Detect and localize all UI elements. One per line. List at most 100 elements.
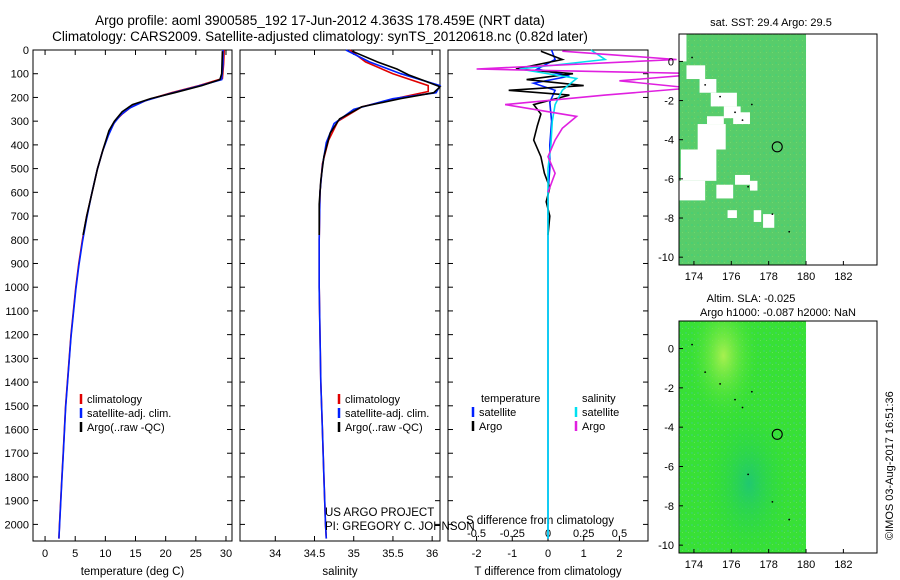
y-tick-label: 200 <box>11 92 29 104</box>
y-tick-label: 1600 <box>5 425 29 437</box>
x-tick-label: -1 <box>507 548 517 560</box>
legend-label: satellite-adj. clim. <box>345 408 429 420</box>
cloud-mask <box>727 210 737 219</box>
island <box>747 473 750 476</box>
island <box>734 111 736 114</box>
cloud-mask <box>680 149 717 181</box>
cloud-mask <box>733 112 750 125</box>
difference-series-3 <box>476 50 706 193</box>
legend-label: Argo(..raw -QC) <box>345 422 423 434</box>
y-tick-label: 0 <box>23 45 29 57</box>
cloud-mask <box>686 65 706 80</box>
y-tick-label: 1000 <box>5 282 29 294</box>
x-tick-label: 10 <box>99 548 111 560</box>
cloud-mask <box>763 214 775 228</box>
x-tick-label: 15 <box>129 548 141 560</box>
island <box>691 343 693 346</box>
temperature-series-2 <box>82 51 224 236</box>
map-y-tick-label: -4 <box>664 422 674 434</box>
map-x-tick-label: 178 <box>759 559 777 571</box>
legend-label: Argo <box>479 421 502 433</box>
s-tick-label: -0.25 <box>500 528 525 540</box>
y-tick-label: 400 <box>11 140 29 152</box>
s-difference-label: S difference from climatology <box>466 515 614 527</box>
map-x-tick-label: 180 <box>797 271 815 283</box>
map-x-tick-label: 182 <box>834 559 852 571</box>
y-tick-label: 100 <box>11 69 29 81</box>
y-tick-label: 600 <box>11 187 29 199</box>
figure-title-line2: Climatology: CARS2009. Satellite-adjuste… <box>52 29 588 44</box>
x-tick-label: 2 <box>616 548 622 560</box>
y-tick-label: 1300 <box>5 353 29 365</box>
x-tick-label: 0 <box>545 548 551 560</box>
map-frame <box>678 320 878 554</box>
s-tick-label: 0.5 <box>612 528 627 540</box>
salinity-x-label: salinity <box>322 566 357 578</box>
legend-label: Argo(..raw -QC) <box>87 422 165 434</box>
figure-title-line1: Argo profile: aoml 3900585_192 17-Jun-20… <box>95 13 545 28</box>
map-x-tick-label: 174 <box>685 559 703 571</box>
map-y-tick-label: -2 <box>664 383 674 395</box>
map-y-tick-label: -2 <box>664 96 674 108</box>
sla-map-title-2: Argo h1000: -0.087 h2000: NaN <box>700 307 856 319</box>
pi-annotation: PI: GREGORY C. JOHNSON <box>325 521 475 533</box>
x-tick-label: 36 <box>426 548 438 560</box>
y-tick-label: 1200 <box>5 330 29 342</box>
cloud-mask <box>735 174 750 185</box>
legend-title-salinity: salinity <box>582 393 616 405</box>
salinity-series-2 <box>318 50 442 235</box>
map-y-tick-label: -8 <box>664 213 674 225</box>
cloud-mask <box>679 34 687 62</box>
cloud-mask <box>710 92 737 107</box>
map-y-tick-label: -8 <box>664 501 674 513</box>
y-tick-label: 1100 <box>5 306 29 318</box>
island <box>691 56 693 59</box>
x-tick-label: 34 <box>269 548 281 560</box>
argo-location-marker <box>771 141 783 153</box>
cloud-mask <box>699 79 717 93</box>
cloud-mask <box>716 184 734 199</box>
project-annotation: US ARGO PROJECT <box>325 507 434 519</box>
island <box>719 383 721 385</box>
difference-series-1 <box>508 50 584 236</box>
salinity-plot-frame <box>239 49 441 542</box>
map-y-tick-label: -6 <box>664 174 674 186</box>
map-frame <box>678 33 878 266</box>
map-y-tick-label: -6 <box>664 461 674 473</box>
y-tick-label: 2000 <box>5 519 29 531</box>
argo-location-marker <box>771 428 783 440</box>
island <box>741 119 744 122</box>
legend-label: satellite <box>479 407 516 419</box>
sla-low <box>679 321 807 553</box>
x-tick-label: 34.5 <box>304 548 325 560</box>
legend-label: climatology <box>87 394 143 406</box>
map-y-tick-label: -4 <box>664 135 674 147</box>
x-tick-label: 1 <box>581 548 587 560</box>
sst-map-title: sat. SST: 29.4 Argo: 29.5 <box>710 17 832 29</box>
map-x-tick-label: 178 <box>759 271 777 283</box>
cloud-mask <box>697 124 726 150</box>
map-x-tick-label: 176 <box>722 271 740 283</box>
island <box>747 185 750 188</box>
legend-label: climatology <box>345 394 401 406</box>
x-tick-label: 0 <box>42 548 48 560</box>
temperature-series-0 <box>58 49 225 539</box>
island <box>704 371 707 374</box>
temperature-x-label: temperature (deg C) <box>81 566 185 578</box>
t-difference-label: T difference from climatology <box>474 566 621 578</box>
y-tick-label: 1800 <box>5 472 29 484</box>
y-tick-label: 1500 <box>5 401 29 413</box>
legend-title-temperature: temperature <box>481 393 540 405</box>
map-x-tick-label: 174 <box>685 271 703 283</box>
cloud-mask <box>707 116 724 125</box>
temperature-plot-frame <box>32 49 233 542</box>
map-x-tick-label: 180 <box>797 559 815 571</box>
temperature-series-1 <box>58 50 224 539</box>
y-tick-label: 1400 <box>5 377 29 389</box>
s-tick-label: -0.5 <box>467 528 486 540</box>
island <box>771 500 774 503</box>
island <box>750 103 753 106</box>
cloud-mask <box>679 180 706 201</box>
x-tick-label: 20 <box>160 548 172 560</box>
map-x-tick-label: 176 <box>722 559 740 571</box>
